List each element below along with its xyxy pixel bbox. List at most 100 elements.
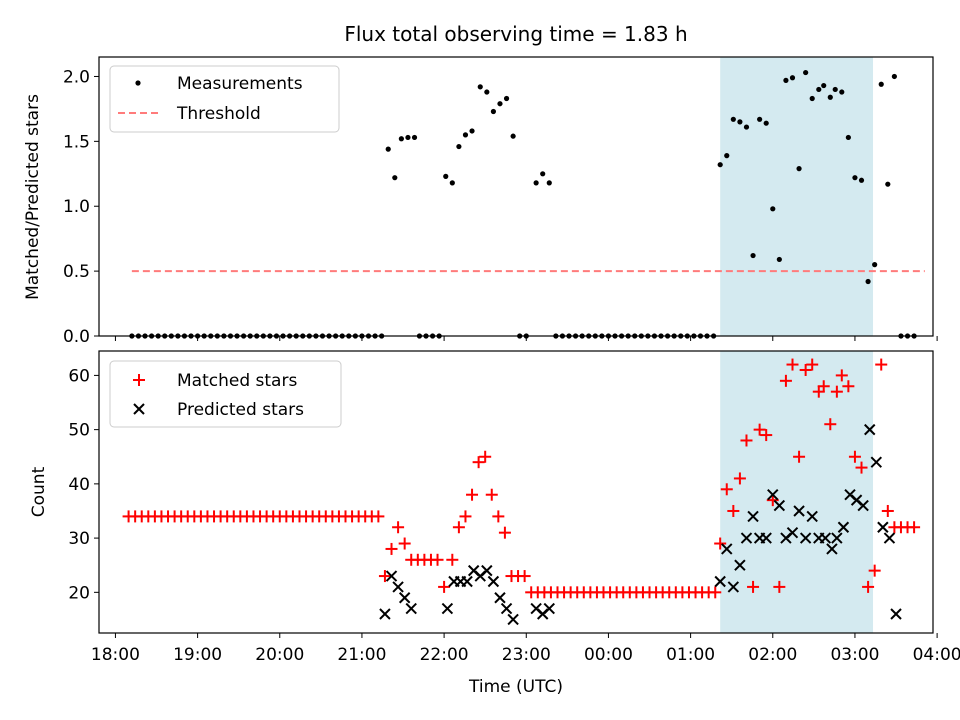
matched-star-point — [747, 580, 760, 593]
predicted-star-point — [837, 521, 850, 533]
measurement-point — [497, 101, 503, 107]
y-tick-label: 30 — [68, 529, 90, 549]
predicted-star-point — [740, 532, 753, 544]
matched-star-point — [492, 510, 505, 523]
matched-star-point — [720, 483, 733, 496]
matched-star-point — [446, 553, 459, 566]
matched-star-point — [817, 380, 830, 393]
matched-star-point — [714, 537, 727, 550]
count-y-axis-label: Count — [29, 466, 49, 517]
measurement-point — [872, 262, 878, 268]
measurement-point — [770, 206, 776, 212]
predicted-star-point — [799, 532, 812, 544]
measurement-point — [816, 86, 822, 93]
matched-star-point — [378, 570, 391, 583]
y-tick-label: 60 — [68, 366, 90, 386]
ratio-legend: Measurements Threshold — [109, 65, 340, 133]
predicted-star-point — [507, 613, 519, 626]
predicted-star-point — [773, 499, 786, 512]
predicted-star-point — [734, 559, 746, 571]
matched-star-point — [793, 450, 806, 463]
measurement-point — [449, 180, 455, 186]
measurement-point — [546, 180, 552, 186]
highlight-span — [720, 351, 874, 633]
predicted-star-point — [747, 510, 759, 523]
predicted-star-point — [405, 602, 417, 615]
x-tick-label: 01:00 — [666, 645, 715, 665]
matched-star-point — [824, 418, 837, 431]
measurement-point — [469, 128, 475, 134]
predicted-star-point — [721, 543, 733, 555]
highlight-span — [720, 57, 874, 336]
threshold-legend-label: Threshold — [176, 104, 261, 124]
predicted-star-point — [500, 602, 513, 615]
matched-star-point — [753, 423, 766, 436]
matched-star-point — [908, 521, 921, 534]
matched-star-point — [806, 358, 819, 371]
matched-star-point — [760, 429, 773, 442]
predicted-star-point — [877, 521, 889, 533]
measurement-point — [540, 171, 546, 177]
x-tick-label: 04:00 — [913, 645, 960, 665]
measurement-point — [803, 69, 809, 76]
measurement-point — [462, 132, 469, 138]
x-axis-label: Time (UTC) — [468, 677, 563, 697]
measurement-point — [477, 84, 483, 90]
measurement-point — [385, 146, 391, 152]
x-tick-label: 18:00 — [91, 645, 140, 665]
measurement-point — [503, 95, 510, 102]
matched-star-point — [466, 488, 479, 501]
predicted-star-point — [543, 602, 555, 615]
measurement-point — [411, 134, 418, 141]
predicted-star-point — [398, 592, 411, 604]
measurements-legend-label: Measurements — [177, 74, 303, 94]
measurement-point — [783, 77, 789, 83]
measurement-point — [757, 116, 763, 122]
measurement-point — [490, 108, 497, 115]
matched-star-point — [479, 450, 492, 463]
matched-star-point — [452, 521, 465, 534]
matched-star-point — [472, 456, 485, 469]
measurement-point — [405, 134, 411, 141]
predicted-star-point — [760, 532, 772, 544]
predicted-star-point — [826, 543, 838, 555]
predicted-star-point — [864, 423, 876, 436]
predicted-star-point — [714, 575, 726, 588]
matched-star-point — [868, 564, 881, 577]
y-tick-label: 0.0 — [63, 327, 90, 347]
x-tick-label: 00:00 — [584, 645, 633, 665]
predicted-star-point — [831, 532, 843, 544]
measurement-point — [750, 252, 756, 259]
measurement-point — [858, 177, 865, 183]
count-panel-frame — [98, 350, 934, 634]
matched-star-point — [392, 521, 405, 534]
measurement-point — [743, 124, 750, 130]
matched-star-point — [875, 358, 888, 371]
matched-star-point — [773, 580, 786, 593]
matched-star-point — [855, 461, 868, 474]
matched-star-point — [835, 369, 848, 382]
measurement-point — [398, 136, 404, 142]
predicted-star-point — [786, 526, 799, 539]
measurement-point — [456, 143, 462, 150]
matched-legend-label: Matched stars — [177, 371, 297, 391]
predicted-star-point — [481, 564, 493, 577]
matched-star-point — [438, 580, 451, 593]
ratio-panel-frame — [98, 56, 934, 337]
matched-star-point — [733, 472, 746, 485]
predicted-star-point — [461, 575, 473, 588]
x-tick-label: 20:00 — [255, 645, 304, 665]
matched-star-point — [766, 494, 779, 507]
measurement-point — [809, 95, 815, 102]
matched-star-point — [842, 380, 855, 393]
x-tick-label: 02:00 — [748, 645, 797, 665]
y-tick-label: 0.5 — [63, 262, 90, 282]
matched-star-point — [518, 570, 531, 583]
measurement-point — [891, 73, 897, 80]
predicted-star-point — [819, 532, 832, 544]
matched-star-point — [709, 586, 722, 599]
predicted-star-point — [385, 570, 398, 582]
predicted-star-point — [793, 505, 805, 517]
measurement-point — [724, 153, 730, 159]
